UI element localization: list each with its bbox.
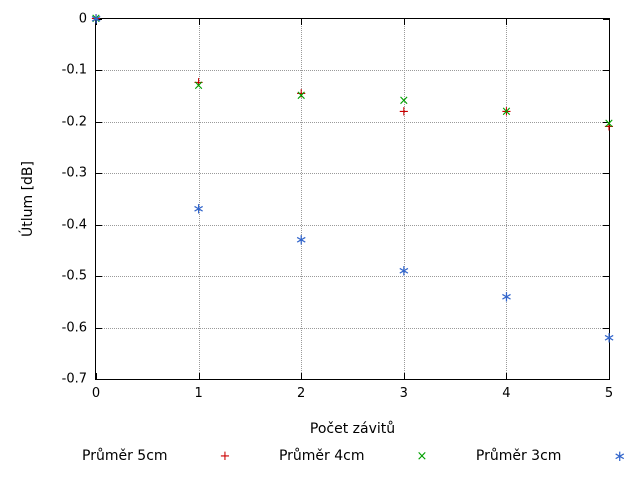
x-tick-mark (506, 373, 508, 379)
data-point: ∗ (500, 287, 513, 306)
x-tick-mark (609, 19, 610, 25)
plus-marker-icon: + (219, 448, 231, 464)
y-tick-label: -0.4 (61, 217, 87, 233)
y-axis-label: Útlum [dB] (20, 160, 36, 238)
gridline-horizontal (96, 70, 609, 72)
data-point: ∗ (192, 199, 205, 218)
asterisk-marker-icon: ∗ (613, 446, 626, 465)
y-tick-mark (603, 276, 609, 278)
x-tick-mark (96, 373, 97, 379)
x-tick-label: 4 (502, 386, 511, 401)
y-tick-mark (603, 121, 609, 123)
data-point: ∗ (294, 230, 308, 249)
y-tick-mark (96, 327, 102, 329)
gridline-vertical (301, 19, 303, 379)
x-tick-label: 5 (604, 386, 614, 401)
x-tick-mark (301, 19, 303, 25)
legend-label: Průměr 3cm (475, 448, 562, 464)
data-point: × (90, 11, 102, 27)
gridline-vertical (506, 19, 508, 379)
y-tick-mark (96, 121, 102, 123)
x-tick-mark (403, 19, 405, 25)
x-axis-label: Počet závitů (309, 421, 396, 437)
data-point: × (398, 93, 410, 109)
gridline-horizontal (96, 121, 609, 123)
y-tick-mark (96, 224, 102, 226)
x-tick-mark (506, 19, 508, 25)
gridline-horizontal (96, 224, 609, 226)
plot-area: Počet závitů Útlum [dB] 0 1 2 3 4 5 0 -0.1 -0.2 -… (20, 11, 615, 437)
y-tick-mark (603, 224, 609, 226)
y-tick-label: 0 (78, 11, 87, 27)
gridline-vertical (198, 19, 200, 379)
x-tick-label: 0 (91, 386, 101, 401)
data-point: + (500, 104, 512, 120)
gridline-horizontal (96, 276, 609, 278)
x-tick-mark (609, 373, 610, 379)
legend-item: Průměr 4cm × (279, 448, 427, 464)
data-point: × (193, 78, 205, 94)
data-point: + (398, 104, 410, 120)
x-tick-label: 3 (399, 386, 408, 401)
y-tick-mark (603, 19, 609, 20)
y-tick-mark (96, 276, 102, 278)
x-tick-mark (198, 19, 200, 25)
y-tick-mark (96, 70, 102, 72)
data-point: × (295, 88, 307, 104)
legend-item: Průměr 5cm + (82, 448, 230, 464)
data-point: ∗ (89, 9, 103, 28)
legend-item: Průměr 3cm ∗ (476, 448, 626, 464)
data-point: + (603, 119, 615, 135)
y-tick-label: -0.1 (61, 62, 87, 78)
data-point: ∗ (397, 261, 411, 280)
gridline-horizontal (96, 173, 609, 175)
legend: Průměr 5cm + Průměr 4cm × Průměr 3cm ∗ (82, 448, 626, 464)
data-point: + (90, 11, 102, 27)
y-tick-label: -0.2 (61, 114, 87, 130)
x-tick-mark (198, 373, 200, 379)
cross-marker-icon: × (416, 448, 428, 464)
data-point: × (603, 116, 615, 132)
gridline-horizontal (96, 327, 609, 329)
y-tick-mark (96, 173, 102, 175)
y-tick-mark (96, 379, 102, 380)
x-tick-label: 2 (297, 386, 306, 401)
y-tick-mark (603, 173, 609, 175)
data-point: + (193, 75, 205, 91)
data-point: × (500, 104, 512, 120)
y-tick-label: -0.5 (61, 268, 87, 284)
y-tick-label: -0.7 (61, 371, 87, 387)
x-tick-label: 1 (194, 386, 203, 401)
legend-label: Průměr 5cm (82, 448, 168, 464)
data-point: + (295, 86, 307, 102)
y-tick-label: -0.3 (61, 165, 87, 181)
x-tick-mark (96, 19, 97, 25)
y-tick-label: -0.6 (61, 320, 87, 336)
y-tick-mark (603, 70, 609, 72)
y-tick-mark (96, 19, 102, 20)
data-point: ∗ (602, 328, 616, 347)
legend-label: Průměr 4cm (278, 448, 365, 464)
y-tick-mark (603, 327, 609, 329)
x-tick-mark (403, 373, 405, 379)
x-tick-mark (301, 373, 303, 379)
y-tick-mark (603, 379, 609, 380)
gridline-vertical (403, 19, 405, 379)
